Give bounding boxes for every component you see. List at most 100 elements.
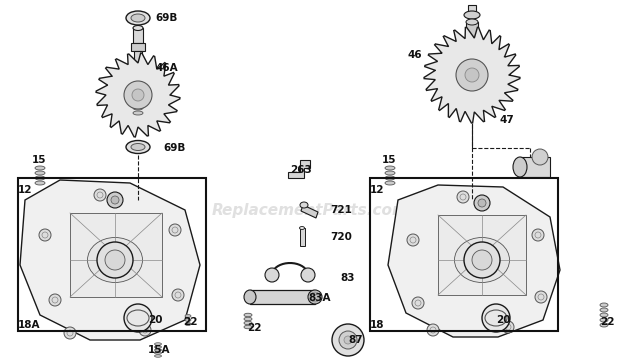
Ellipse shape <box>35 181 45 185</box>
Text: 47: 47 <box>500 115 515 125</box>
Bar <box>520 157 550 177</box>
Circle shape <box>107 192 123 208</box>
Ellipse shape <box>244 317 252 321</box>
Ellipse shape <box>600 313 608 317</box>
Circle shape <box>339 331 357 349</box>
Ellipse shape <box>154 349 161 351</box>
Circle shape <box>139 324 151 336</box>
Ellipse shape <box>126 140 150 153</box>
Circle shape <box>124 304 152 332</box>
Ellipse shape <box>131 144 145 151</box>
Text: 12: 12 <box>370 185 384 195</box>
Text: 720: 720 <box>330 232 352 242</box>
Circle shape <box>301 268 315 282</box>
Ellipse shape <box>185 318 191 322</box>
Ellipse shape <box>244 313 252 317</box>
Bar <box>250 290 315 304</box>
Ellipse shape <box>133 96 143 100</box>
Text: 12: 12 <box>18 185 32 195</box>
Polygon shape <box>301 205 318 218</box>
Circle shape <box>169 224 181 236</box>
Text: 69B: 69B <box>155 13 177 23</box>
Ellipse shape <box>87 238 143 283</box>
Ellipse shape <box>600 308 608 312</box>
Circle shape <box>310 292 320 302</box>
Text: 46A: 46A <box>155 63 177 73</box>
Bar <box>466 22 478 37</box>
Bar <box>468 5 476 15</box>
Ellipse shape <box>244 290 256 304</box>
Ellipse shape <box>600 303 608 307</box>
Ellipse shape <box>385 171 395 175</box>
Ellipse shape <box>600 323 608 327</box>
Circle shape <box>97 242 133 278</box>
Bar <box>133 28 143 43</box>
Ellipse shape <box>385 166 395 170</box>
Circle shape <box>478 199 486 207</box>
Text: 20: 20 <box>496 315 510 325</box>
Bar <box>133 95 143 107</box>
Circle shape <box>64 327 76 339</box>
Ellipse shape <box>244 321 252 325</box>
Circle shape <box>532 229 544 241</box>
Text: 15: 15 <box>382 155 397 165</box>
Ellipse shape <box>35 171 45 175</box>
Text: 15: 15 <box>32 155 46 165</box>
Ellipse shape <box>466 19 478 25</box>
Circle shape <box>407 234 419 246</box>
Polygon shape <box>424 27 520 123</box>
Ellipse shape <box>385 176 395 180</box>
Text: 263: 263 <box>290 165 312 175</box>
Ellipse shape <box>300 202 308 208</box>
Circle shape <box>465 68 479 82</box>
Circle shape <box>344 336 352 344</box>
Polygon shape <box>70 213 162 297</box>
Ellipse shape <box>154 355 161 357</box>
Bar <box>300 228 305 246</box>
Ellipse shape <box>464 11 480 19</box>
Polygon shape <box>96 53 180 137</box>
Text: 22: 22 <box>247 323 262 333</box>
Ellipse shape <box>454 238 510 283</box>
Circle shape <box>472 250 492 270</box>
Ellipse shape <box>133 101 143 105</box>
Text: 18A: 18A <box>18 320 40 330</box>
Text: 20: 20 <box>148 315 162 325</box>
Circle shape <box>94 189 106 201</box>
Ellipse shape <box>131 14 145 22</box>
Circle shape <box>39 229 51 241</box>
Polygon shape <box>438 215 526 295</box>
Text: 46: 46 <box>408 50 423 60</box>
Ellipse shape <box>35 176 45 180</box>
Ellipse shape <box>154 343 161 345</box>
Ellipse shape <box>133 26 143 30</box>
Text: 22: 22 <box>183 317 198 327</box>
Text: 83A: 83A <box>308 293 330 303</box>
Circle shape <box>265 268 279 282</box>
Ellipse shape <box>154 352 161 354</box>
Circle shape <box>332 324 364 356</box>
Polygon shape <box>388 185 560 337</box>
Ellipse shape <box>154 346 161 348</box>
Circle shape <box>457 191 469 203</box>
Polygon shape <box>288 160 310 178</box>
Circle shape <box>111 196 119 204</box>
Circle shape <box>172 289 184 301</box>
Ellipse shape <box>308 290 322 304</box>
Circle shape <box>427 324 439 336</box>
Circle shape <box>532 149 548 165</box>
Circle shape <box>482 304 510 332</box>
Circle shape <box>412 297 424 309</box>
Circle shape <box>49 294 61 306</box>
Text: 18: 18 <box>370 320 384 330</box>
Bar <box>131 43 145 51</box>
Circle shape <box>105 250 125 270</box>
Bar <box>134 51 142 63</box>
Text: ReplacementParts.com: ReplacementParts.com <box>211 203 409 217</box>
Ellipse shape <box>299 226 304 230</box>
Ellipse shape <box>35 166 45 170</box>
Circle shape <box>474 195 490 211</box>
Ellipse shape <box>185 322 191 326</box>
Ellipse shape <box>133 111 143 115</box>
Text: 22: 22 <box>600 317 614 327</box>
